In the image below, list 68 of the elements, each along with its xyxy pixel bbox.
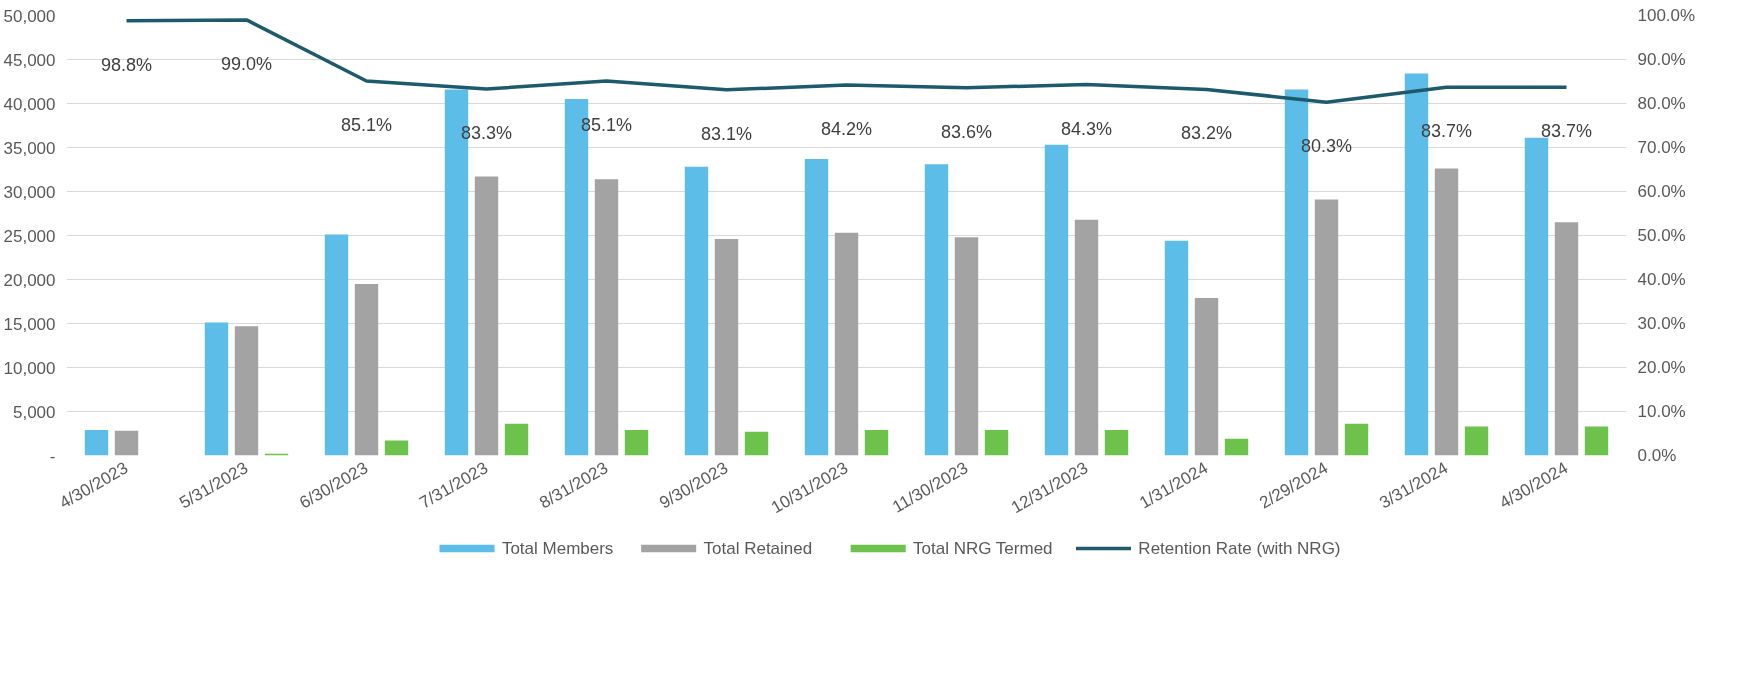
bar	[84, 429, 109, 456]
data-label: 98.8%	[100, 54, 153, 75]
y-tick-label: 35,000	[3, 138, 56, 158]
y-tick-label: -	[49, 446, 56, 466]
bar	[1044, 144, 1069, 456]
bar	[114, 430, 139, 456]
bar	[354, 283, 379, 456]
bar	[1314, 199, 1339, 456]
y2-tick-label: 10.0%	[1637, 402, 1686, 421]
y2-tick-label: 100.0%	[1637, 6, 1696, 25]
bar	[384, 440, 409, 456]
y-tick-label: 30,000	[3, 182, 56, 202]
y-tick-label: 45,000	[3, 50, 56, 70]
bar	[1344, 423, 1369, 456]
legend-label: Total Retained	[703, 539, 813, 558]
y2-tick-label: 30.0%	[1637, 314, 1686, 333]
bar	[234, 326, 259, 456]
data-label: 99.0%	[220, 53, 273, 74]
bar	[324, 234, 349, 456]
y2-tick-label: 60.0%	[1637, 182, 1686, 201]
bar	[1584, 426, 1609, 456]
bar	[864, 429, 889, 456]
bar	[594, 179, 619, 456]
data-label: 83.1%	[700, 123, 753, 144]
bar	[504, 423, 529, 456]
y-tick-label: 20,000	[3, 270, 56, 290]
y-tick-label: 25,000	[3, 226, 56, 246]
data-label: 83.6%	[940, 121, 993, 142]
bar	[1194, 297, 1219, 456]
y-tick-label: 50,000	[3, 6, 56, 26]
bar	[1104, 429, 1129, 456]
bar	[1434, 168, 1459, 456]
bar	[714, 239, 739, 456]
bar	[1524, 137, 1549, 456]
y2-tick-label: 20.0%	[1637, 358, 1686, 377]
y-tick-label: 15,000	[3, 314, 56, 334]
y-tick-label: 40,000	[3, 94, 56, 114]
bar	[1224, 438, 1249, 456]
data-label: 84.2%	[820, 119, 873, 140]
y2-tick-label: 80.0%	[1637, 94, 1686, 113]
bar	[1464, 426, 1489, 456]
y2-tick-label: 70.0%	[1637, 138, 1686, 157]
legend-label: Total NRG Termed	[913, 539, 1053, 558]
data-label: 85.1%	[340, 115, 393, 136]
data-label: 83.2%	[1180, 123, 1233, 144]
bar	[744, 431, 769, 456]
bar	[624, 429, 649, 456]
bar	[954, 237, 979, 456]
bar	[1074, 219, 1099, 456]
bar	[924, 164, 949, 456]
bar	[804, 158, 829, 456]
y2-tick-label: 40.0%	[1637, 270, 1686, 289]
y2-tick-label: 90.0%	[1637, 50, 1686, 69]
y-tick-label: 5,000	[12, 402, 56, 422]
y2-tick-label: 50.0%	[1637, 226, 1686, 245]
bar	[834, 232, 859, 456]
data-label: 84.3%	[1060, 118, 1113, 139]
bar	[1164, 240, 1189, 456]
bar	[684, 166, 709, 456]
y2-tick-label: 0.0%	[1637, 446, 1677, 465]
bar	[204, 322, 229, 456]
data-label: 83.7%	[1540, 121, 1593, 142]
y-tick-label: 10,000	[3, 358, 56, 378]
legend-label: Total Members	[501, 539, 614, 558]
bar	[474, 176, 499, 456]
legend-label: Retention Rate (with NRG)	[1138, 539, 1341, 558]
bar	[984, 429, 1009, 456]
bar	[1554, 222, 1579, 456]
